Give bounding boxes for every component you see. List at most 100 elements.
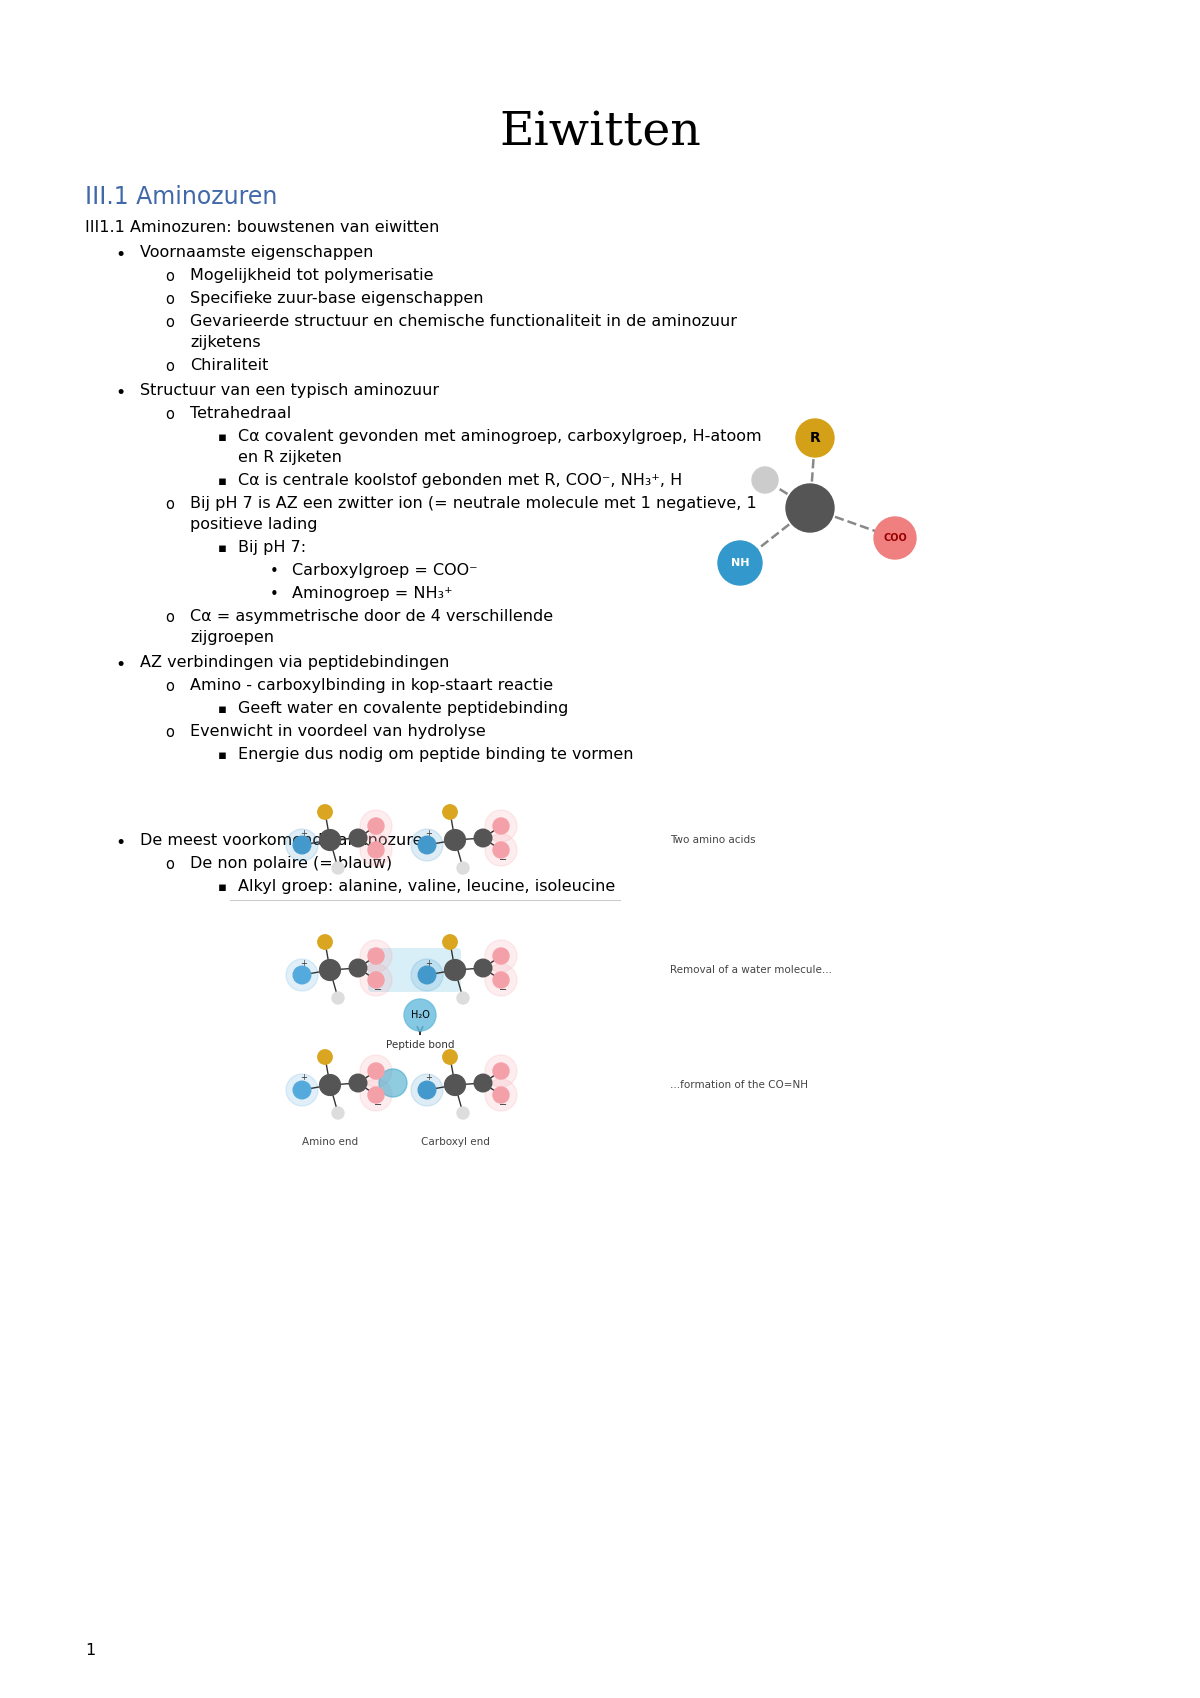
Text: o: o <box>166 292 174 307</box>
Text: R: R <box>810 431 821 445</box>
Circle shape <box>360 810 392 842</box>
Circle shape <box>360 1078 392 1110</box>
Circle shape <box>349 959 367 976</box>
Circle shape <box>410 1075 443 1105</box>
Text: Aminogroep = NH₃⁺: Aminogroep = NH₃⁺ <box>292 586 452 601</box>
Circle shape <box>796 419 834 457</box>
Circle shape <box>319 959 341 980</box>
Circle shape <box>419 835 436 854</box>
Text: NH: NH <box>731 559 749 569</box>
Text: +: + <box>426 1073 432 1083</box>
Text: o: o <box>166 857 174 873</box>
Circle shape <box>319 1075 341 1095</box>
Text: Peptide bond: Peptide bond <box>385 1039 455 1049</box>
Text: III.1 Aminozuren: III.1 Aminozuren <box>85 185 277 209</box>
Text: o: o <box>166 358 174 374</box>
Circle shape <box>445 959 466 980</box>
Circle shape <box>293 835 311 854</box>
Text: Eiwitten: Eiwitten <box>499 110 701 155</box>
Text: positieve lading: positieve lading <box>190 516 318 531</box>
Text: Specifieke zuur-base eigenschappen: Specifieke zuur-base eigenschappen <box>190 290 484 306</box>
Circle shape <box>457 992 469 1004</box>
Text: De meest voorkomende aminozuren: De meest voorkomende aminozuren <box>140 834 433 847</box>
Circle shape <box>718 542 762 586</box>
Circle shape <box>368 1087 384 1104</box>
Text: Mogelijkheid tot polymerisatie: Mogelijkheid tot polymerisatie <box>190 268 433 284</box>
Text: +: + <box>426 829 432 837</box>
Circle shape <box>493 947 509 964</box>
Text: 1: 1 <box>85 1644 95 1657</box>
Circle shape <box>752 467 778 492</box>
Circle shape <box>419 966 436 983</box>
Text: Geeft water en covalente peptidebinding: Geeft water en covalente peptidebinding <box>238 701 569 717</box>
Circle shape <box>874 516 916 559</box>
Text: ...formation of the CO=NH: ...formation of the CO=NH <box>670 1080 808 1090</box>
Text: zijketens: zijketens <box>190 335 260 350</box>
Circle shape <box>404 998 436 1031</box>
Text: Tetrahedraal: Tetrahedraal <box>190 406 292 421</box>
Text: •: • <box>270 564 278 579</box>
Text: −: − <box>499 1100 508 1110</box>
Text: Bij pH 7:: Bij pH 7: <box>238 540 306 555</box>
Text: Cα covalent gevonden met aminogroep, carboxylgroep, H-atoom: Cα covalent gevonden met aminogroep, car… <box>238 430 762 443</box>
Text: De non polaire (= blauw): De non polaire (= blauw) <box>190 856 392 871</box>
Text: Amino - carboxylbinding in kop-staart reactie: Amino - carboxylbinding in kop-staart re… <box>190 678 553 693</box>
Circle shape <box>332 863 344 874</box>
Circle shape <box>286 1075 318 1105</box>
Circle shape <box>349 1075 367 1092</box>
Circle shape <box>445 830 466 851</box>
Circle shape <box>419 1082 436 1099</box>
Circle shape <box>485 964 517 997</box>
Circle shape <box>318 805 332 818</box>
Text: Amino end: Amino end <box>302 1138 358 1148</box>
Text: o: o <box>166 498 174 513</box>
Circle shape <box>786 484 834 531</box>
Text: •: • <box>115 384 125 402</box>
Circle shape <box>293 1082 311 1099</box>
Circle shape <box>360 1054 392 1087</box>
Circle shape <box>493 818 509 834</box>
Circle shape <box>360 964 392 997</box>
Text: ▪: ▪ <box>218 431 227 443</box>
Text: •: • <box>115 246 125 263</box>
Circle shape <box>485 941 517 971</box>
Circle shape <box>493 1063 509 1078</box>
Text: o: o <box>166 408 174 423</box>
Text: Voornaamste eigenschappen: Voornaamste eigenschappen <box>140 245 373 260</box>
Circle shape <box>485 810 517 842</box>
Circle shape <box>410 829 443 861</box>
Text: ▪: ▪ <box>218 749 227 762</box>
Circle shape <box>368 842 384 857</box>
Text: Evenwicht in voordeel van hydrolyse: Evenwicht in voordeel van hydrolyse <box>190 723 486 739</box>
Text: Carboxyl end: Carboxyl end <box>420 1138 490 1148</box>
Circle shape <box>319 830 341 851</box>
Text: o: o <box>166 725 174 740</box>
Circle shape <box>485 1054 517 1087</box>
Text: ▪: ▪ <box>218 475 227 487</box>
Circle shape <box>368 1063 384 1078</box>
Text: o: o <box>166 316 174 329</box>
Circle shape <box>410 959 443 992</box>
Text: Carboxylgroep = COO⁻: Carboxylgroep = COO⁻ <box>292 564 478 577</box>
Text: •: • <box>115 655 125 674</box>
Text: Bij pH 7 is AZ een zwitter ion (= neutrale molecule met 1 negatieve, 1: Bij pH 7 is AZ een zwitter ion (= neutra… <box>190 496 757 511</box>
Circle shape <box>493 1087 509 1104</box>
Circle shape <box>445 1075 466 1095</box>
Circle shape <box>360 834 392 866</box>
Text: ▪: ▪ <box>218 703 227 717</box>
Circle shape <box>443 936 457 949</box>
Text: −: − <box>374 856 382 864</box>
Text: Energie dus nodig om peptide binding te vormen: Energie dus nodig om peptide binding te … <box>238 747 634 762</box>
Circle shape <box>457 1107 469 1119</box>
Text: +: + <box>426 958 432 968</box>
Text: Gevarieerde structuur en chemische functionaliteit in de aminozuur: Gevarieerde structuur en chemische funct… <box>190 314 737 329</box>
Text: −: − <box>499 856 508 864</box>
Circle shape <box>368 947 384 964</box>
Text: en R zijketen: en R zijketen <box>238 450 342 465</box>
Text: o: o <box>166 610 174 625</box>
Circle shape <box>368 818 384 834</box>
Text: o: o <box>166 679 174 694</box>
Circle shape <box>349 829 367 847</box>
Text: •: • <box>270 588 278 603</box>
Text: AZ verbindingen via peptidebindingen: AZ verbindingen via peptidebindingen <box>140 655 449 671</box>
